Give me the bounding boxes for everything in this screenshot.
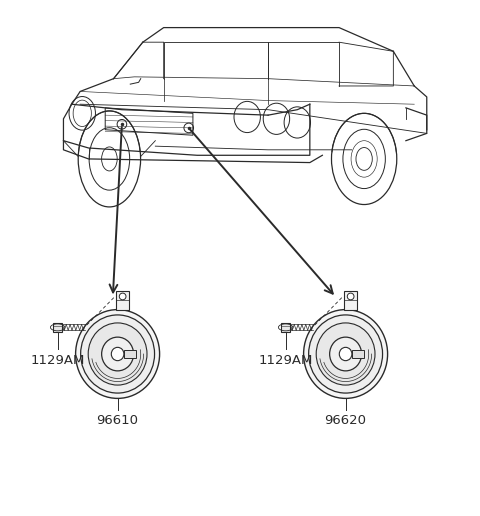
Bar (53, 323, 62, 332)
Bar (344, 292, 357, 310)
Bar (116, 292, 130, 310)
Circle shape (347, 293, 354, 300)
Ellipse shape (303, 310, 387, 398)
Ellipse shape (88, 323, 147, 385)
Ellipse shape (330, 337, 361, 371)
Ellipse shape (102, 337, 133, 371)
Bar (352, 350, 364, 359)
Ellipse shape (316, 323, 375, 385)
Text: 96610: 96610 (96, 414, 139, 427)
Bar (124, 350, 136, 359)
Text: 96620: 96620 (324, 414, 367, 427)
Ellipse shape (75, 310, 159, 398)
Circle shape (119, 293, 126, 300)
Bar (281, 323, 290, 332)
Text: 1129AM: 1129AM (258, 354, 313, 367)
Ellipse shape (111, 347, 124, 361)
Ellipse shape (81, 315, 155, 393)
Ellipse shape (339, 347, 352, 361)
Ellipse shape (309, 315, 383, 393)
Text: 1129AM: 1129AM (30, 354, 85, 367)
